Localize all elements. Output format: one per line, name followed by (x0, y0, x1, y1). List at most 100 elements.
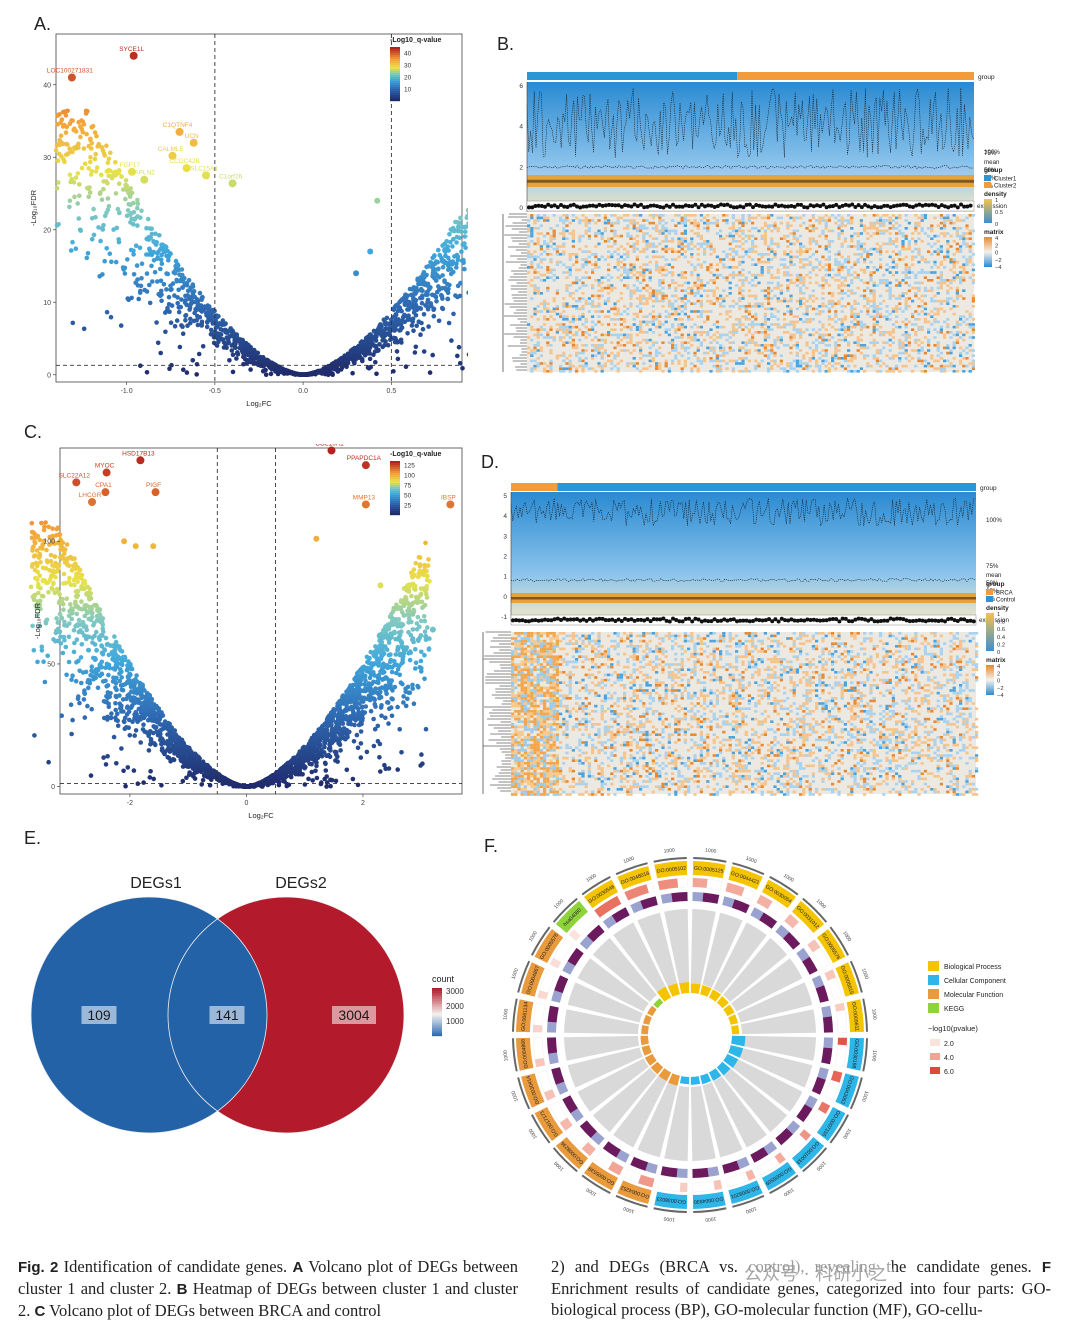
matrix-cell (937, 344, 940, 347)
matrix-cell (837, 237, 840, 240)
scatter-point (144, 252, 149, 257)
matrix-cell (594, 253, 597, 256)
matrix-cell (895, 271, 898, 274)
matrix-cell (773, 354, 776, 357)
matrix-cell (626, 341, 629, 344)
scatter-point (264, 372, 269, 377)
matrix-cell (895, 297, 898, 300)
matrix-cell (860, 248, 863, 251)
matrix-cell (825, 360, 828, 363)
matrix-cell (703, 321, 706, 324)
matrix-cell (821, 326, 824, 329)
matrix-cell (930, 253, 933, 256)
matrix-cell (540, 302, 543, 305)
matrix-cell (879, 224, 882, 227)
scatter-point (240, 338, 245, 343)
matrix-cell (697, 227, 700, 230)
matrix-cell (841, 297, 844, 300)
matrix-cell (780, 354, 783, 357)
matrix-cell (764, 318, 767, 321)
matrix-cell (725, 279, 728, 282)
matrix-cell (783, 258, 786, 261)
matrix-cell (623, 214, 626, 217)
matrix-cell (668, 287, 671, 290)
scatter-point (109, 260, 114, 265)
scatter-point (455, 354, 460, 359)
matrix-cell (594, 266, 597, 269)
matrix-cell (741, 214, 744, 217)
matrix-cell (786, 266, 789, 269)
matrix-cell (777, 300, 780, 303)
matrix-cell (837, 232, 840, 235)
matrix-cell (850, 245, 853, 248)
scatter-point (131, 201, 136, 206)
matrix-cell (821, 230, 824, 233)
matrix-cell (873, 305, 876, 308)
matrix-cell (745, 357, 748, 360)
matrix-cell (946, 318, 949, 321)
matrix-cell (898, 357, 901, 360)
matrix-cell (546, 341, 549, 344)
scatter-point (80, 127, 85, 132)
matrix-cell (626, 271, 629, 274)
matrix-cell (530, 232, 533, 235)
matrix-cell (956, 287, 959, 290)
matrix-cell (546, 217, 549, 220)
matrix-cell (844, 219, 847, 222)
matrix-cell (914, 331, 917, 334)
matrix-cell (674, 287, 677, 290)
matrix-cell (879, 219, 882, 222)
scatter-point (201, 344, 206, 349)
matrix-cell (767, 326, 770, 329)
matrix-cell (853, 292, 856, 295)
matrix-cell (575, 305, 578, 308)
matrix-cell (796, 321, 799, 324)
matrix-cell (556, 313, 559, 316)
matrix-cell (789, 250, 792, 253)
matrix-cell (754, 302, 757, 305)
matrix-cell (613, 318, 616, 321)
matrix-cell (565, 341, 568, 344)
matrix-cell (905, 331, 908, 334)
matrix-cell (719, 360, 722, 363)
matrix-cell (585, 321, 588, 324)
matrix-cell (924, 287, 927, 290)
matrix-cell (901, 310, 904, 313)
matrix-cell (658, 347, 661, 350)
matrix-cell (940, 357, 943, 360)
matrix-cell (729, 310, 732, 313)
matrix-cell (533, 222, 536, 225)
matrix-cell (617, 300, 620, 303)
matrix-cell (863, 248, 866, 251)
scatter-point (159, 299, 164, 304)
scatter-point (215, 324, 220, 329)
matrix-cell (709, 328, 712, 331)
scatter-point (422, 282, 427, 287)
matrix-cell (831, 302, 834, 305)
matrix-cell (741, 219, 744, 222)
matrix-cell (629, 297, 632, 300)
matrix-cell (889, 240, 892, 243)
matrix-cell (668, 341, 671, 344)
scatter-point (394, 319, 399, 324)
matrix-cell (629, 222, 632, 225)
matrix-cell (745, 310, 748, 313)
matrix-cell (645, 339, 648, 342)
scatter-point (401, 315, 406, 320)
matrix-cell (597, 279, 600, 282)
matrix-cell (821, 297, 824, 300)
matrix-cell (825, 305, 828, 308)
matrix-cell (959, 250, 962, 253)
matrix-cell (681, 222, 684, 225)
scatter-point (119, 323, 124, 328)
scatter-point (248, 367, 253, 372)
matrix-cell (860, 295, 863, 298)
matrix-cell (559, 336, 562, 339)
labeled-point (176, 128, 184, 136)
matrix-cell (565, 214, 568, 217)
matrix-cell (722, 360, 725, 363)
matrix-cell (783, 237, 786, 240)
matrix-cell (745, 341, 748, 344)
matrix-cell (639, 310, 642, 313)
matrix-cell (732, 222, 735, 225)
